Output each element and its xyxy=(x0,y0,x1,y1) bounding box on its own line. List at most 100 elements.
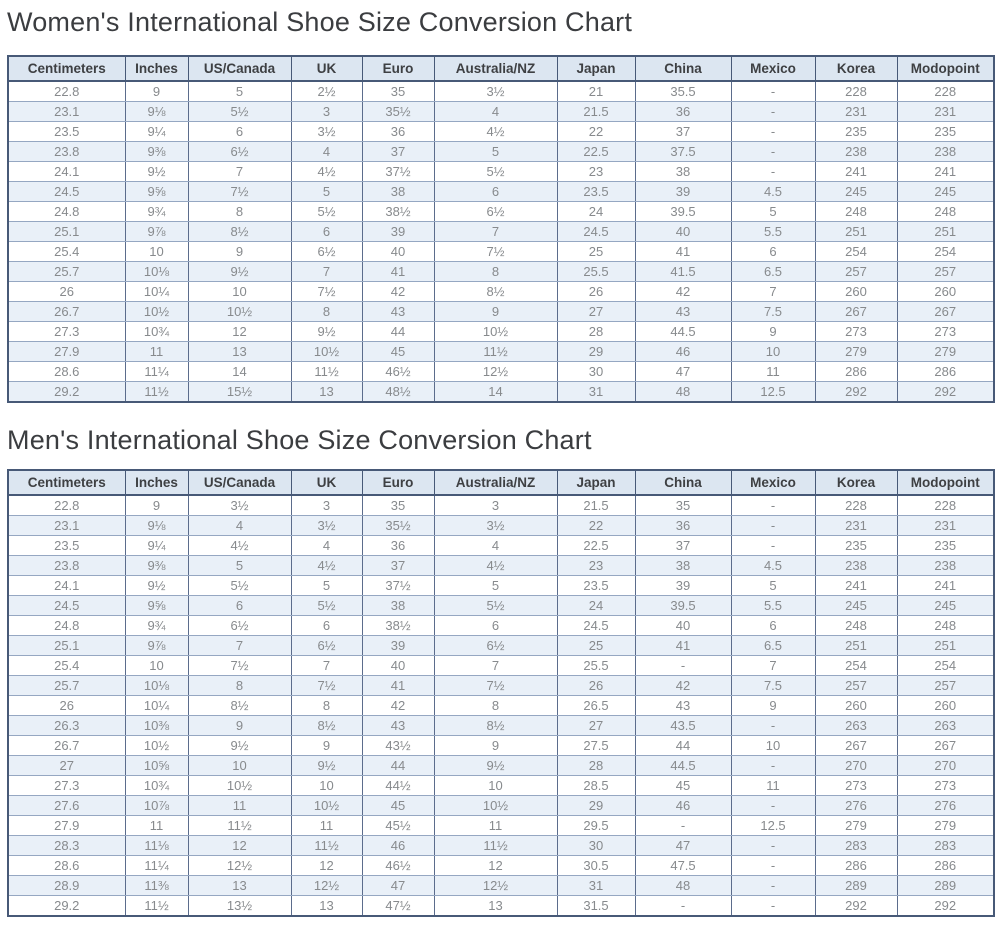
cell-japan: 30 xyxy=(556,361,636,382)
cell-uk: 10½ xyxy=(290,341,363,362)
cell-mexico: 9 xyxy=(730,695,816,716)
column-header-japan: Japan xyxy=(556,56,636,82)
cell-japan: 29 xyxy=(556,795,636,816)
cell-euro: 37 xyxy=(361,555,435,576)
cell-china: 37 xyxy=(634,121,732,142)
cell-korea: 251 xyxy=(814,635,898,656)
column-header-us-canada: US/Canada xyxy=(187,56,292,82)
cell-modopoint: 286 xyxy=(896,855,995,876)
cell-australia-nz: 5 xyxy=(433,575,558,596)
table-row: 26.7 10½ 9½ 9 43½ 9 27.5 44 10 267 267 xyxy=(7,735,995,756)
cell-euro: 47 xyxy=(361,875,435,896)
table-row: 24.5 9⅝ 6 5½ 38 5½ 24 39.5 5.5 245 245 xyxy=(7,595,995,616)
cell-modopoint: 289 xyxy=(896,875,995,896)
column-header-uk: UK xyxy=(290,56,363,82)
cell-us-canada: 7 xyxy=(187,635,292,656)
cell-australia-nz: 8½ xyxy=(433,281,558,302)
cell-korea: 238 xyxy=(814,141,898,162)
cell-china: 43 xyxy=(634,301,732,322)
cell-japan: 26 xyxy=(556,675,636,696)
cell-inches: 10 xyxy=(124,241,189,262)
cell-japan: 23.5 xyxy=(556,575,636,596)
cell-australia-nz: 6½ xyxy=(433,201,558,222)
cell-euro: 46 xyxy=(361,835,435,856)
cell-centimeters: 24.8 xyxy=(7,201,126,222)
table-row: 28.9 11⅜ 13 12½ 47 12½ 31 48-289 289 xyxy=(7,875,995,896)
cell-uk: 3 xyxy=(290,101,363,122)
cell-australia-nz: 6 xyxy=(433,615,558,636)
cell-euro: 37 xyxy=(361,141,435,162)
cell-euro: 41 xyxy=(361,261,435,282)
cell-uk: 5 xyxy=(290,181,363,202)
column-header-korea: Korea xyxy=(814,470,898,496)
cell-inches: 11 xyxy=(124,341,189,362)
cell-modopoint: 273 xyxy=(896,775,995,796)
column-header-australia-nz: Australia/NZ xyxy=(433,470,558,496)
cell-centimeters: 27.3 xyxy=(7,321,126,342)
cell-china: 37.5 xyxy=(634,141,732,162)
table-row: 26 10¼ 10 7½ 42 8½ 26 42 7 260 260 xyxy=(7,281,995,302)
cell-mexico: 5 xyxy=(730,201,816,222)
cell-japan: 28 xyxy=(556,755,636,776)
cell-mexico: - xyxy=(730,101,816,122)
cell-mexico: 6.5 xyxy=(730,635,816,656)
cell-euro: 47½ xyxy=(361,895,435,917)
table-row: 23.1 9⅛ 4 3½ 35½ 3½ 22 36-231 231 xyxy=(7,515,995,536)
table-row: 27 10⅝ 10 9½ 44 9½ 28 44.5-270 270 xyxy=(7,755,995,776)
cell-korea: 245 xyxy=(814,595,898,616)
cell-uk: 11½ xyxy=(290,835,363,856)
cell-mexico: 7.5 xyxy=(730,301,816,322)
cell-uk: 7 xyxy=(290,261,363,282)
cell-uk: 7 xyxy=(290,655,363,676)
cell-uk: 8½ xyxy=(290,715,363,736)
cell-japan: 27.5 xyxy=(556,735,636,756)
cell-mexico: 7.5 xyxy=(730,675,816,696)
cell-korea: 257 xyxy=(814,261,898,282)
cell-modopoint: 292 xyxy=(896,895,995,917)
cell-euro: 35½ xyxy=(361,101,435,122)
cell-uk: 10½ xyxy=(290,795,363,816)
column-header-mexico: Mexico xyxy=(730,56,816,82)
cell-euro: 41 xyxy=(361,675,435,696)
cell-korea: 289 xyxy=(814,875,898,896)
cell-inches: 9⅛ xyxy=(124,101,189,122)
header-row: Centimeters Inches US/Canada UK Euro Australi… xyxy=(7,56,995,82)
cell-australia-nz: 3½ xyxy=(433,80,558,102)
cell-euro: 35 xyxy=(361,80,435,102)
cell-australia-nz: 13 xyxy=(433,895,558,917)
cell-australia-nz: 8 xyxy=(433,261,558,282)
cell-korea: 283 xyxy=(814,835,898,856)
cell-australia-nz: 5 xyxy=(433,141,558,162)
table-row: 23.5 9¼ 6 3½ 36 4½ 22 37-235 235 xyxy=(7,121,995,142)
cell-mexico: - xyxy=(730,494,816,516)
cell-inches: 9½ xyxy=(124,575,189,596)
cell-centimeters: 22.8 xyxy=(7,80,126,102)
table-row: 27.9 11 13 10½ 45 11½ 29 46 10 279 279 xyxy=(7,341,995,362)
cell-korea: 260 xyxy=(814,281,898,302)
cell-korea: 263 xyxy=(814,715,898,736)
cell-australia-nz: 4 xyxy=(433,535,558,556)
women-chart-section: Women's International Shoe Size Conversi… xyxy=(7,5,995,403)
cell-japan: 31 xyxy=(556,875,636,896)
cell-japan: 24 xyxy=(556,595,636,616)
cell-modopoint: 245 xyxy=(896,595,995,616)
cell-mexico: 5.5 xyxy=(730,595,816,616)
cell-us-canada: 9 xyxy=(187,715,292,736)
cell-uk: 11 xyxy=(290,815,363,836)
cell-australia-nz: 11½ xyxy=(433,835,558,856)
table-row: 24.8 9¾ 6½ 6 38½ 6 24.5 40 6 248 248 xyxy=(7,615,995,636)
cell-uk: 4 xyxy=(290,535,363,556)
cell-us-canada: 10½ xyxy=(187,301,292,322)
table-row: 23.8 9⅜ 6½ 4 37 5 22.5 37.5-238 238 xyxy=(7,141,995,162)
table-row: 25.7 10⅛ 9½ 7 41 8 25.5 41.5 6.5 257 257 xyxy=(7,261,995,282)
cell-korea: 276 xyxy=(814,795,898,816)
cell-inches: 9⅞ xyxy=(124,221,189,242)
cell-centimeters: 26.3 xyxy=(7,715,126,736)
cell-korea: 231 xyxy=(814,515,898,536)
cell-australia-nz: 12½ xyxy=(433,875,558,896)
cell-inches: 9⅜ xyxy=(124,555,189,576)
cell-korea: 231 xyxy=(814,101,898,122)
cell-modopoint: 283 xyxy=(896,835,995,856)
cell-japan: 31 xyxy=(556,381,636,403)
cell-euro: 39 xyxy=(361,221,435,242)
